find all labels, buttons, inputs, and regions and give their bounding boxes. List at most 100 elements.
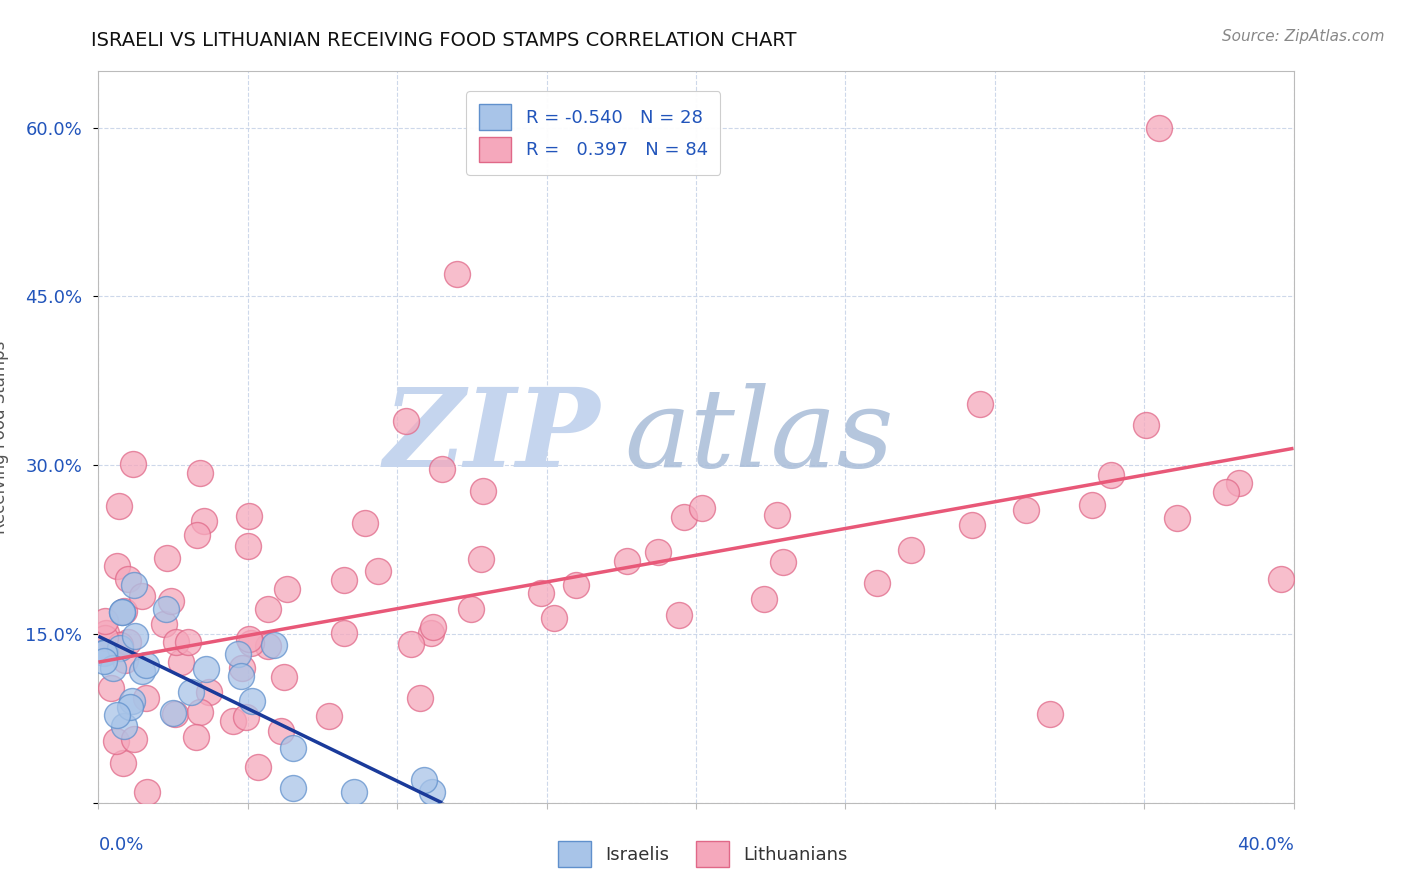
Point (121, 694, 143, 708)
Point (690, 501, 713, 516)
Point (111, 606, 134, 620)
Point (1270, 572, 1292, 586)
Point (111, 605, 134, 619)
Point (228, 648, 250, 662)
Point (1135, 417, 1157, 432)
Point (413, 773, 436, 788)
Point (198, 685, 221, 699)
Point (332, 626, 354, 640)
Point (281, 780, 304, 795)
Point (100, 681, 122, 695)
Point (107, 499, 129, 513)
Point (155, 602, 177, 616)
Point (257, 640, 280, 654)
Point (177, 635, 200, 649)
Point (112, 603, 135, 617)
Point (668, 607, 690, 622)
Point (1166, 510, 1188, 524)
Point (752, 591, 775, 606)
Point (104, 734, 127, 748)
Point (246, 760, 269, 774)
Point (108, 638, 131, 652)
Point (112, 756, 135, 771)
Point (962, 518, 984, 533)
Point (238, 539, 260, 553)
Point (276, 582, 298, 596)
Point (257, 602, 280, 616)
Point (112, 719, 135, 733)
Point (900, 542, 922, 557)
Text: 40.0%: 40.0% (1237, 836, 1294, 854)
Point (186, 730, 208, 744)
Point (270, 723, 292, 738)
Point (188, 466, 211, 480)
Point (239, 636, 262, 650)
Text: Source: ZipAtlas.com: Source: ZipAtlas.com (1222, 29, 1385, 44)
Point (105, 558, 128, 573)
Point (93, 645, 115, 659)
Point (108, 641, 131, 656)
Point (114, 653, 136, 667)
Point (229, 669, 252, 683)
Point (409, 690, 432, 705)
Point (354, 516, 377, 531)
Legend: Israelis, Lithuanians: Israelis, Lithuanians (551, 834, 855, 874)
Point (131, 664, 153, 678)
Point (188, 706, 211, 720)
Point (122, 731, 145, 746)
Point (180, 685, 202, 699)
Point (530, 586, 553, 600)
Point (1227, 475, 1250, 490)
Point (93, 646, 115, 660)
Point (135, 691, 157, 706)
Point (163, 706, 186, 721)
Point (866, 576, 889, 591)
Point (367, 565, 389, 579)
Point (135, 658, 157, 673)
Legend: R = -0.540   N = 28, R =   0.397   N = 84: R = -0.540 N = 28, R = 0.397 N = 84 (465, 91, 720, 175)
Point (420, 784, 443, 798)
Y-axis label: Receiving Food Stamps: Receiving Food Stamps (0, 341, 8, 533)
Point (121, 457, 143, 471)
Point (118, 700, 141, 714)
Point (969, 397, 991, 411)
Point (399, 637, 422, 651)
Point (446, 267, 468, 281)
Point (240, 694, 263, 708)
Point (318, 709, 340, 723)
Point (156, 550, 179, 565)
Point (238, 632, 260, 647)
Point (333, 574, 356, 588)
Text: ISRAELI VS LITHUANIAN RECEIVING FOOD STAMPS CORRELATION CHART: ISRAELI VS LITHUANIAN RECEIVING FOOD STA… (91, 31, 797, 50)
Point (160, 594, 183, 608)
Point (672, 509, 695, 524)
Point (117, 634, 139, 648)
Point (93, 654, 115, 668)
Point (222, 714, 245, 728)
Point (94, 625, 117, 640)
Point (1080, 498, 1102, 512)
Point (616, 554, 638, 568)
Point (162, 706, 184, 720)
Point (263, 638, 285, 652)
Point (471, 483, 494, 498)
Point (165, 634, 187, 648)
Point (117, 572, 139, 586)
Point (419, 626, 441, 640)
Point (186, 528, 208, 542)
Point (1039, 707, 1062, 722)
Point (772, 555, 794, 569)
Point (430, 462, 453, 476)
Point (343, 784, 366, 798)
Point (152, 616, 174, 631)
Point (131, 590, 153, 604)
Point (94, 615, 117, 629)
Point (94, 632, 117, 646)
Point (647, 545, 669, 559)
Point (101, 661, 124, 675)
Text: 0.0%: 0.0% (98, 836, 143, 854)
Point (395, 414, 418, 428)
Point (170, 655, 193, 669)
Point (193, 514, 215, 528)
Point (231, 661, 253, 675)
